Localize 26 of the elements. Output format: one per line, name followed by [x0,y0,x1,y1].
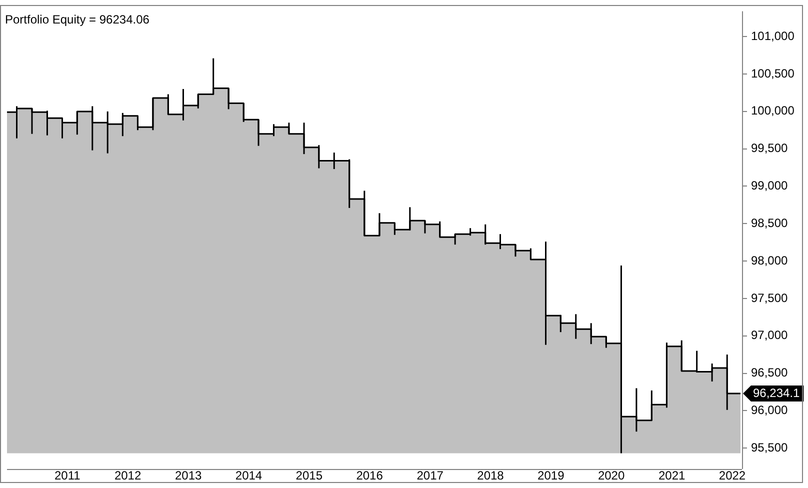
y-tick-label: 96,500 [751,366,788,380]
y-tick-label: 98,000 [751,253,788,268]
y-tick-label: 99,500 [751,141,788,156]
annotation: 96,234.1 [753,386,800,400]
x-tick-label: 2011 [54,468,81,483]
x-tick-label: 2015 [296,468,323,483]
x-tick-label: 2022 [718,468,746,483]
y-tick-label: 97,500 [751,290,788,305]
x-tick-label: 2018 [477,468,504,483]
x-tick-label: 2019 [538,468,565,483]
y-tick-label: 100,500 [751,66,795,80]
x-tick-label: 2014 [235,468,262,483]
x-tick-label: 2017 [416,468,444,483]
y-tick-label: 100,000 [751,104,795,118]
y-tick-label: 98,500 [751,216,788,230]
x-tick-label: 2013 [175,468,202,483]
y-tick-label: 101,000 [751,28,795,43]
chart-title: Portfolio Equity = 96234.06 [5,12,150,27]
y-tick-label: 95,500 [751,440,788,454]
x-tick-label: 2012 [114,468,142,483]
x-tick-label: 2020 [598,468,625,483]
x-tick-label: 2016 [356,468,384,483]
y-tick-label: 99,000 [751,178,788,193]
y-tick-label: 97,000 [751,328,788,342]
y-tick-label: 96,000 [751,402,788,417]
x-tick-label: 2021 [658,468,686,483]
